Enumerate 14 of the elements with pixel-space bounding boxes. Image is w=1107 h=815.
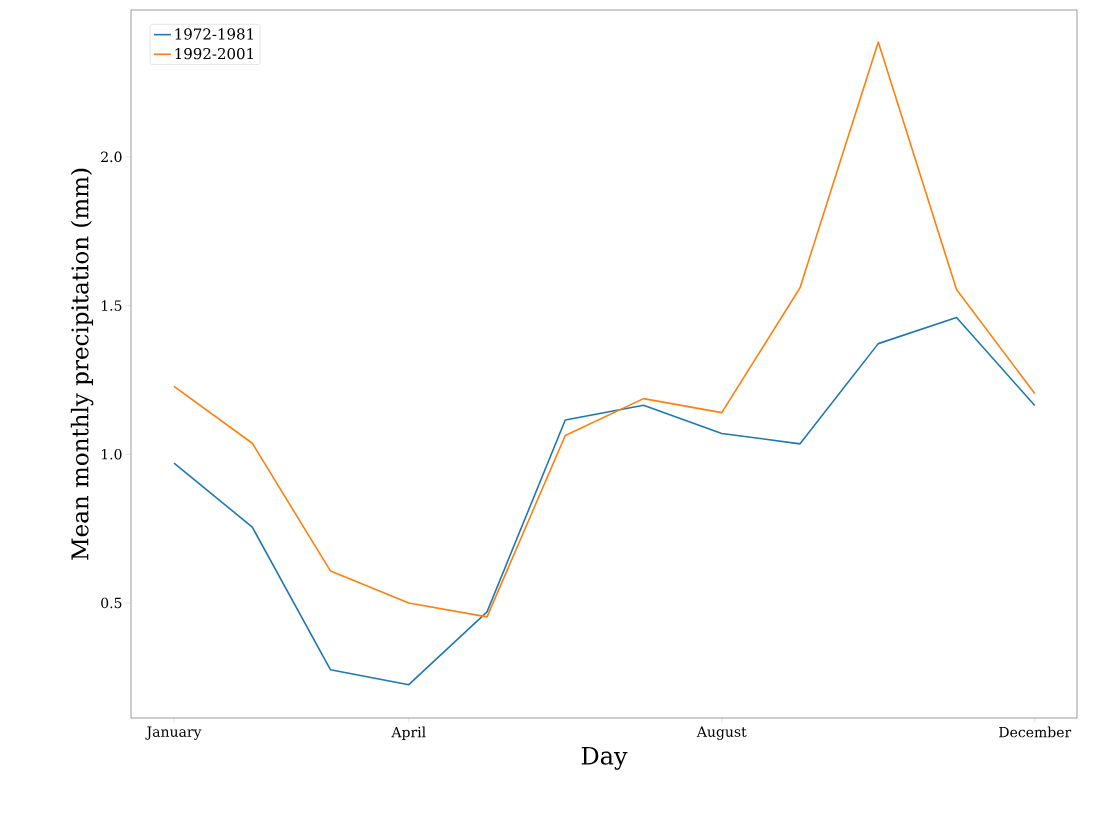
y-tick-label: 1.5	[101, 300, 122, 311]
y-tick-label: 1.0	[101, 448, 122, 460]
line-series	[173, 41, 1036, 618]
x-tick-label: December	[999, 726, 1072, 738]
x-tick-label: January	[145, 726, 202, 740]
x-tick-label: April	[391, 726, 426, 741]
x-tick-label: August	[696, 726, 747, 740]
y-tick-label: 2.0	[101, 151, 122, 163]
y-axis-title: Mean monthly precipitation (mm)	[70, 168, 94, 560]
y-tick-label: 0.5	[101, 597, 122, 609]
legend-label: 1972-1981	[175, 28, 253, 40]
x-axis-title: Day	[581, 746, 628, 770]
line-series	[173, 316, 1036, 686]
legend-label: 1992-2001	[175, 47, 253, 60]
